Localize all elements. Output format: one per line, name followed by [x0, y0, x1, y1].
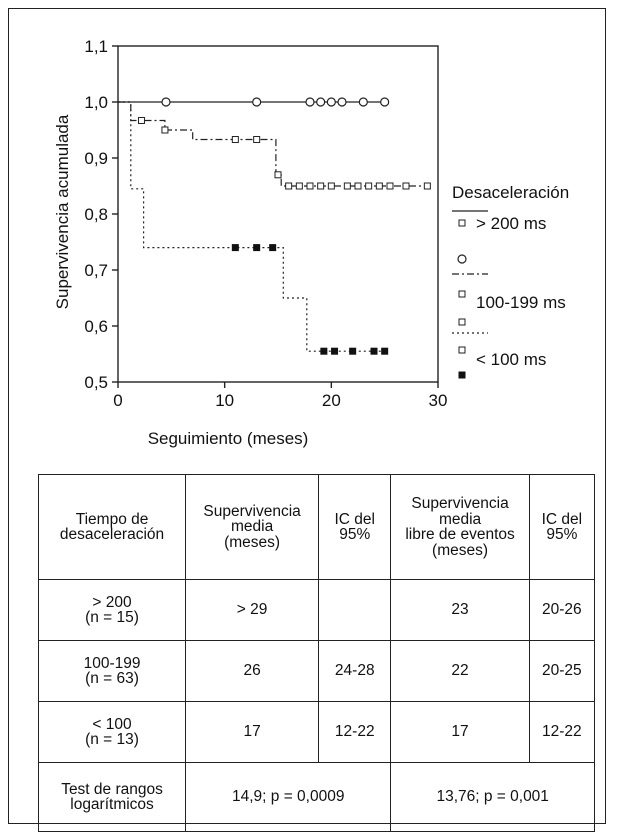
series-2 — [118, 101, 389, 355]
survival-chart: 0,5 0,6 0,7 0,8 0,9 1,0 1,1 0 10 20 30 Desacelerac… — [53, 37, 569, 448]
data-point — [331, 347, 339, 355]
header-cell: Tiempo de desaceleración — [37, 474, 187, 580]
data-point — [349, 347, 357, 355]
data-point — [317, 182, 325, 190]
legend-marker — [458, 290, 466, 298]
data-point — [316, 97, 326, 107]
data-point — [161, 126, 169, 134]
ci2-cell: 20-25 — [528, 640, 596, 702]
x-tick-label: 20 — [322, 391, 341, 410]
data-point — [231, 136, 239, 144]
event-free-cell: 17 — [390, 701, 530, 763]
test-value-cell: 14,9; p = 0,0009 — [185, 762, 392, 832]
ci-cell — [318, 579, 392, 641]
group-cell: 100-199 (n = 63) — [37, 640, 187, 702]
header-cell: IC del 95% — [318, 474, 392, 580]
header-cell: Supervivencia media (meses) — [185, 474, 320, 580]
legend-marker — [458, 219, 466, 227]
x-tick-label: 10 — [215, 391, 234, 410]
series-line — [118, 101, 428, 187]
table-row: 100-199 (n = 63) 26 24-28 22 20-25 — [37, 640, 596, 702]
series-1 — [118, 101, 431, 190]
legend-marker — [458, 371, 466, 379]
y-tick-label: 1,1 — [84, 37, 108, 56]
data-point — [285, 182, 293, 190]
data-point — [137, 116, 145, 124]
data-point — [295, 182, 303, 190]
summary-table: Tiempo de desaceleración Supervivencia med… — [37, 474, 596, 832]
data-point — [326, 97, 336, 107]
data-point — [358, 97, 368, 107]
chart-legend: Desaceleración > 200 ms 100-199 ms < 100 ms — [452, 183, 569, 379]
table-footer-row: Test de rangos logarítmicos 14,9; p = 0,0… — [37, 762, 595, 832]
test-label-cell: Test de rangos logarítmicos — [37, 762, 187, 832]
data-point — [365, 182, 373, 190]
plot-frame — [117, 45, 439, 383]
data-point — [320, 347, 328, 355]
mean-cell: 26 — [185, 640, 320, 702]
ci2-cell: 20-26 — [528, 579, 596, 641]
data-point — [375, 182, 383, 190]
data-point — [381, 347, 389, 355]
legend-label: 100-199 ms — [476, 293, 566, 312]
header-cell: IC del 95% — [528, 474, 596, 580]
legend-marker — [458, 346, 466, 354]
legend-marker — [457, 254, 467, 264]
group-cell: > 200 (n = 15) — [37, 579, 187, 641]
y-tick-label: 0,6 — [84, 317, 108, 336]
x-tick-label: 0 — [113, 391, 122, 410]
y-tick-label: 1,0 — [84, 93, 108, 112]
data-point — [327, 182, 335, 190]
legend-label: < 100 ms — [476, 350, 546, 369]
ci2-cell: 12-22 — [528, 701, 596, 763]
data-point — [231, 244, 239, 252]
y-tick-label: 0,9 — [84, 149, 108, 168]
data-point — [380, 97, 390, 107]
chart-axes: 0,5 0,6 0,7 0,8 0,9 1,0 1,1 0 10 20 30 — [84, 37, 447, 410]
data-point — [305, 97, 315, 107]
x-axis-label: Seguimiento (meses) — [148, 429, 309, 448]
test-value-cell: 13,76; p = 0,001 — [390, 762, 595, 832]
event-free-cell: 23 — [390, 579, 530, 641]
data-point — [274, 171, 282, 179]
ci-cell: 24-28 — [318, 640, 392, 702]
data-point — [423, 182, 431, 190]
y-tick-label: 0,8 — [84, 205, 108, 224]
data-point — [252, 97, 262, 107]
data-point — [386, 182, 394, 190]
table-header-row: Tiempo de desaceleración Supervivencia med… — [37, 474, 596, 580]
data-point — [337, 97, 347, 107]
data-point — [253, 136, 261, 144]
mean-cell: 17 — [185, 701, 320, 763]
data-point — [354, 182, 362, 190]
event-free-cell: 22 — [390, 640, 530, 702]
series-0 — [118, 97, 390, 107]
data-point — [402, 182, 410, 190]
y-tick-label: 0,7 — [84, 261, 108, 280]
data-point — [161, 97, 171, 107]
header-cell: Supervivencia media libre de eventos (meses… — [390, 474, 530, 580]
data-point — [306, 182, 314, 190]
mean-cell: > 29 — [185, 579, 320, 641]
y-axis-label: Supervivencia acumulada — [53, 114, 72, 309]
data-point — [253, 244, 261, 252]
x-tick-label: 30 — [429, 391, 448, 410]
group-cell: < 100 (n = 13) — [37, 701, 187, 763]
table-row: > 200 (n = 15) > 29 23 20-26 — [37, 579, 596, 641]
legend-marker — [458, 318, 466, 326]
series-line — [118, 101, 385, 352]
y-tick-label: 0,5 — [84, 373, 108, 392]
chart-series — [118, 97, 431, 355]
legend-title: Desaceleración — [452, 183, 569, 202]
ci-cell: 12-22 — [318, 701, 392, 763]
legend-label: > 200 ms — [476, 214, 546, 233]
table-row: < 100 (n = 13) 17 12-22 17 12-22 — [37, 701, 596, 763]
data-point — [269, 244, 277, 252]
data-point — [343, 182, 351, 190]
data-point — [370, 347, 378, 355]
